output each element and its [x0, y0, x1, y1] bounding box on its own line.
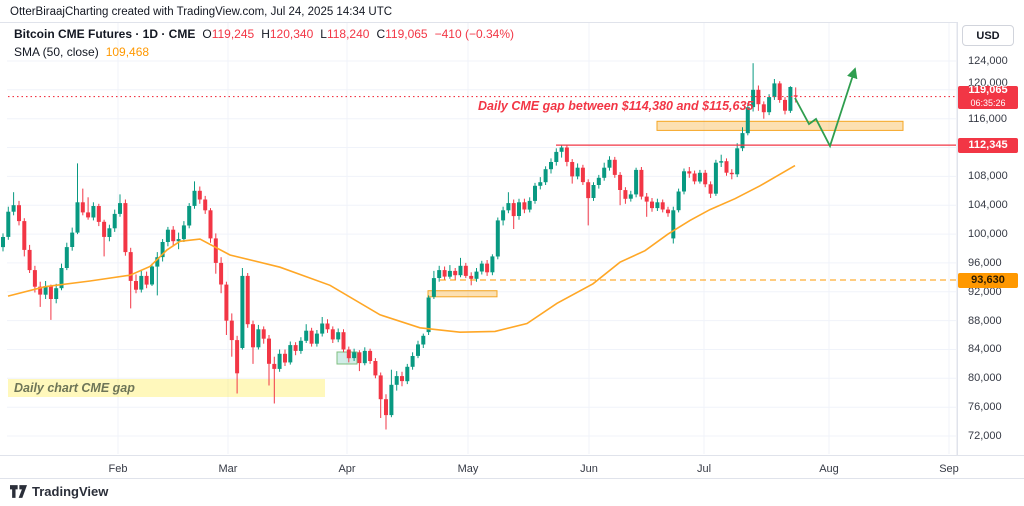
candles[interactable]: [1, 63, 798, 430]
price-tick-label: 100,000: [968, 228, 1008, 241]
sma-legend-row[interactable]: SMA (50, close) 109,468: [14, 44, 514, 60]
price-tick-label: 108,000: [968, 170, 1008, 183]
month-tick-label: Jun: [580, 463, 598, 475]
month-tick-label: Jul: [696, 463, 712, 475]
month-tick-label: Aug: [819, 463, 839, 475]
cme-gap-annotation[interactable]: Daily CME gap between $114,380 and $115,…: [478, 99, 754, 113]
ohlc-open: O119,245: [202, 27, 255, 41]
grid: [7, 23, 956, 454]
gap-boxes[interactable]: [8, 120, 904, 397]
widget-bottom-border: [0, 478, 1024, 479]
bar-countdown: 06:35:26: [970, 98, 1006, 109]
month-tick-label: Feb: [108, 463, 128, 475]
april-cme-gap-box: [427, 290, 498, 298]
price-tick-label: 116,000: [968, 112, 1007, 125]
price-tick-label: 92,000: [968, 285, 1002, 298]
horizontal-lines[interactable]: [8, 96, 956, 281]
price-tick-label: 88,000: [968, 314, 1002, 327]
sma-label[interactable]: SMA (50, close): [14, 45, 99, 59]
price-tick-label: 84,000: [968, 343, 1002, 356]
change-value: −410 (−0.34%): [434, 27, 514, 41]
price-tick-label: 76,000: [968, 401, 1002, 414]
currency-toggle-button[interactable]: USD: [962, 25, 1014, 46]
projection-arrow[interactable]: [794, 67, 858, 149]
chart-watermark: OtterBiraajCharting created with Trading…: [10, 6, 393, 18]
resistance-price-badge: 112,345: [958, 137, 1018, 153]
chart-legend: Bitcoin CME Futures · 1D · CME O119,245 …: [14, 26, 514, 60]
left-cme-gap-label[interactable]: Daily chart CME gap: [14, 381, 135, 395]
ohlc-high: H120,340: [261, 27, 314, 41]
pane-top-border: [0, 22, 1024, 23]
month-tick-label: Mar: [218, 463, 238, 475]
last-price-value: 119,065: [968, 84, 1008, 97]
price-tick-label: 104,000: [968, 199, 1008, 212]
last-price-badge: 119,065 06:35:26: [958, 84, 1018, 109]
price-tick-label: 80,000: [968, 372, 1002, 385]
gap-ray-price-badge: 93,630: [958, 272, 1018, 288]
tradingview-brand-text: TradingView: [32, 484, 109, 499]
month-tick-label: Apr: [338, 463, 356, 475]
price-tick-label: 72,000: [968, 429, 1002, 442]
tradingview-attribution[interactable]: TradingView: [10, 484, 108, 499]
symbol-title[interactable]: Bitcoin CME Futures · 1D · CME: [14, 27, 196, 41]
daily-chart-cme-gap-box: [8, 379, 325, 397]
ohlc-low: L118,240: [320, 27, 370, 41]
month-tick-label: Sep: [939, 463, 959, 475]
time-axis[interactable]: Feb Mar Apr May Jun Jul Aug Sep: [0, 455, 1024, 478]
daily-cme-gap-zone-box: [656, 120, 904, 131]
sma-value: 109,468: [105, 45, 150, 59]
symbol-legend-row[interactable]: Bitcoin CME Futures · 1D · CME O119,245 …: [14, 26, 514, 42]
price-tick-label: 124,000: [968, 55, 1008, 67]
ohlc-close: C119,065: [376, 27, 428, 41]
month-tick-label: May: [457, 463, 479, 475]
sma50-line[interactable]: [7, 164, 796, 334]
price-tick-label: 96,000: [968, 256, 1002, 269]
tradingview-logo-icon: [10, 485, 27, 498]
